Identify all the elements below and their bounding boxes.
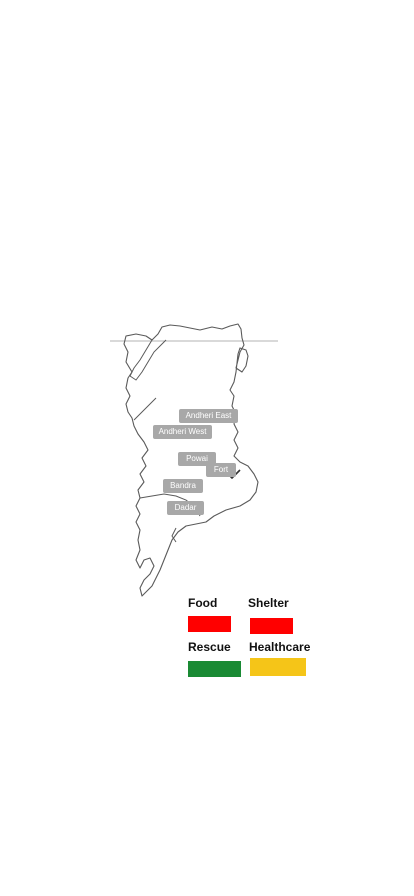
legend-item-rescue: Rescue xyxy=(188,640,231,654)
legend-item-food: Food xyxy=(188,596,217,610)
map-legend: Food Shelter Rescue Healthcare xyxy=(188,596,328,686)
legend-label-rescue: Rescue xyxy=(188,640,231,654)
legend-label-healthcare: Healthcare xyxy=(249,640,311,654)
legend-item-healthcare: Healthcare xyxy=(249,640,310,654)
creek-south xyxy=(171,527,177,543)
coast-andheri xyxy=(133,397,157,421)
area-label-bandra[interactable]: Bandra xyxy=(163,479,203,493)
legend-swatch-shelter xyxy=(250,618,293,634)
legend-swatch-healthcare xyxy=(250,658,306,676)
legend-swatch-food xyxy=(188,616,231,632)
area-label-powai[interactable]: Powai xyxy=(178,452,216,466)
area-label-andheri-east[interactable]: Andheri East xyxy=(179,409,238,423)
area-label-dadar[interactable]: Dadar xyxy=(167,501,204,515)
legend-swatch-rescue xyxy=(188,661,241,677)
legend-label-shelter: Shelter xyxy=(248,596,289,610)
legend-label-food: Food xyxy=(188,596,218,610)
legend-item-shelter: Shelter xyxy=(248,596,289,610)
mumbai-outline xyxy=(123,323,259,597)
area-label-andheri-west[interactable]: Andheri West xyxy=(153,425,212,439)
area-label-fort[interactable]: Fort xyxy=(206,463,236,477)
creek-north xyxy=(129,339,167,381)
